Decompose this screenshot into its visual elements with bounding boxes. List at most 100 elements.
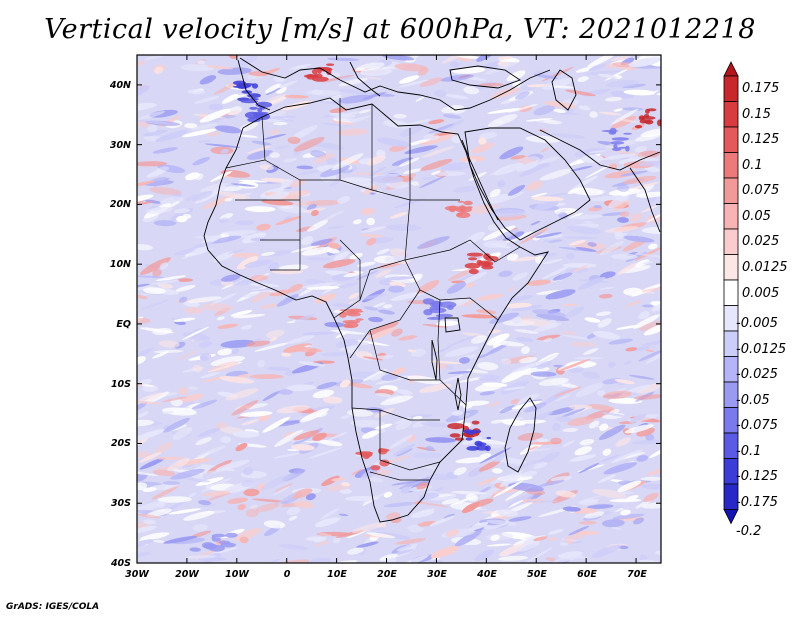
field-streak <box>525 500 558 503</box>
field-streak <box>623 287 643 296</box>
field-streak <box>142 487 157 493</box>
field-streak <box>542 78 574 90</box>
field-streak <box>358 109 371 114</box>
field-streak <box>417 236 450 249</box>
field-streak <box>476 477 498 486</box>
field-streak <box>614 379 635 385</box>
field-streak <box>501 358 512 365</box>
field-streak <box>398 157 420 167</box>
field-streak <box>428 123 455 134</box>
field-streak <box>497 180 506 188</box>
field-streak <box>559 542 569 547</box>
field-streak <box>634 259 650 268</box>
field-streak <box>482 382 507 387</box>
field-streak <box>570 540 583 544</box>
madagascar-coastline <box>504 397 537 473</box>
field-streak <box>608 195 630 209</box>
field-streak <box>617 184 630 192</box>
field-streak <box>623 235 655 243</box>
field-streak <box>265 329 285 339</box>
field-streak <box>235 220 255 226</box>
field-streak <box>351 521 387 534</box>
field-streak <box>476 55 494 62</box>
field-streak <box>548 406 576 416</box>
field-streak <box>458 357 471 364</box>
field-streak <box>518 162 550 177</box>
field-streak <box>263 520 286 529</box>
field-streak <box>266 191 290 201</box>
field-streak <box>339 345 358 351</box>
field-streak <box>188 492 197 498</box>
field-streak <box>231 348 240 355</box>
field-streak <box>378 261 404 269</box>
field-streak <box>601 412 625 417</box>
field-streak <box>520 346 530 355</box>
field-streak <box>137 539 154 549</box>
field-streak <box>404 145 438 155</box>
field-streak <box>612 200 631 212</box>
field-streak <box>526 252 558 258</box>
field-streak <box>483 240 508 248</box>
field-streak <box>322 259 356 269</box>
field-extreme <box>475 442 487 447</box>
field-streak <box>137 283 150 289</box>
field-extreme <box>249 98 259 101</box>
field-streak <box>535 232 562 239</box>
field-streak <box>313 536 327 543</box>
field-streak <box>533 200 559 211</box>
field-streak <box>622 175 657 184</box>
field-streak <box>276 559 310 563</box>
field-streak <box>555 209 568 215</box>
field-extreme <box>378 448 390 452</box>
map-title: Vertical velocity [m/s] at 600hPa, VT: 2… <box>44 14 756 45</box>
colorbar-level-label: -0.125 <box>736 469 778 484</box>
field-streak <box>395 420 412 431</box>
field-streak <box>526 279 552 286</box>
field-extreme <box>613 144 618 149</box>
field-streak <box>498 270 513 278</box>
field-streak <box>368 316 384 323</box>
field-streak <box>511 361 544 373</box>
field-streak <box>393 113 407 119</box>
field-streak <box>638 320 661 331</box>
field-streak <box>445 529 460 537</box>
field-extreme <box>464 262 481 269</box>
field-streak <box>456 271 481 283</box>
field-streak <box>425 437 456 443</box>
field-streak <box>216 191 251 199</box>
field-streak <box>250 274 268 282</box>
field-streak <box>284 94 309 99</box>
field-streak <box>517 393 540 405</box>
field-streak <box>641 260 654 265</box>
field-streak <box>612 513 645 520</box>
field-extreme <box>466 430 475 435</box>
field-streak <box>180 64 215 72</box>
field-extreme <box>429 305 442 311</box>
colorbar-level-label: -0.1 <box>736 444 761 459</box>
field-streak <box>597 390 606 397</box>
field-streak <box>502 231 525 241</box>
field-streak <box>418 383 452 393</box>
colorbar-level-label: 0.05 <box>742 209 771 224</box>
field-streak <box>271 269 304 275</box>
field-streak <box>348 292 360 300</box>
field-extreme <box>486 436 492 440</box>
field-streak <box>206 131 221 137</box>
field-streak <box>262 390 280 402</box>
field-streak <box>442 114 462 119</box>
field-streak <box>139 378 152 385</box>
field-streak <box>648 243 658 250</box>
field-streak <box>314 517 341 528</box>
field-streak <box>365 532 396 539</box>
field-streak <box>168 508 202 515</box>
field-streak <box>328 242 341 250</box>
field-streak <box>137 513 161 519</box>
field-streak <box>206 459 233 474</box>
field-streak <box>308 447 343 459</box>
field-streak <box>579 438 595 446</box>
field-streak <box>436 320 459 327</box>
field-streak <box>180 393 204 403</box>
field-streak <box>159 262 169 270</box>
field-streak <box>335 117 357 122</box>
field-extreme <box>447 423 465 430</box>
